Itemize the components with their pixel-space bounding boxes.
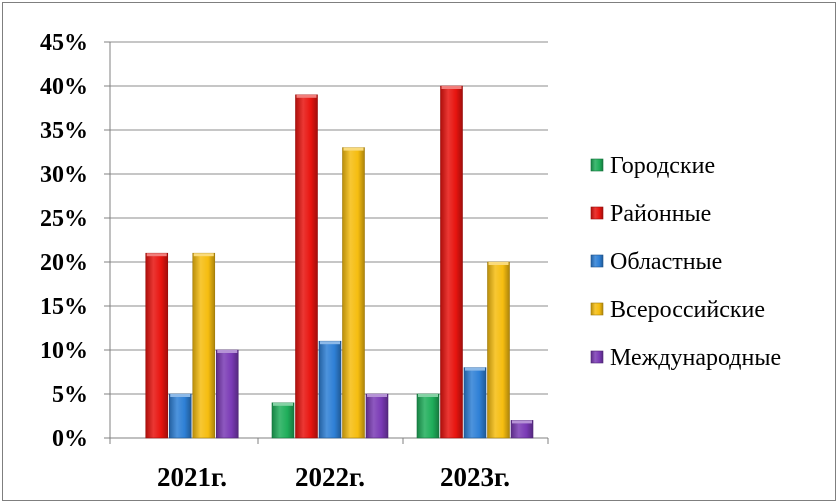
bar-4-2: [342, 147, 365, 439]
y-tick-label: 20%: [40, 250, 88, 276]
bar-bevel: [193, 253, 214, 257]
bar-5-1: [215, 349, 239, 439]
bar-2-1: [145, 252, 169, 439]
bar-1-3: [416, 393, 440, 439]
legend-swatch-2: [590, 206, 604, 220]
bar-3-3: [463, 367, 487, 439]
legend-label-3: Областные: [610, 249, 722, 275]
y-tick-label: 40%: [40, 74, 88, 100]
bar-bevel: [296, 94, 317, 98]
bar-bevel: [512, 420, 532, 424]
bar-1-2: [271, 402, 295, 439]
bar-bevel: [343, 147, 364, 151]
legend-label-1: Городские: [610, 153, 715, 179]
bar-2-2: [295, 94, 318, 439]
bar-5-2: [365, 393, 389, 439]
bar-bevel: [367, 394, 387, 397]
x-category-label: 2021г.: [157, 462, 227, 492]
legend-label-4: Всероссийские: [610, 297, 765, 323]
bar-2-3: [440, 85, 463, 439]
bar-bevel: [488, 262, 509, 265]
bar-bevel: [441, 86, 462, 89]
y-tick-label: 25%: [40, 206, 88, 232]
legend-swatch-4: [590, 302, 604, 316]
bar-bevel: [273, 402, 293, 406]
legend-swatch-1: [590, 158, 604, 172]
x-category-label: 2023г.: [440, 462, 510, 492]
legend-swatch-3: [590, 254, 604, 268]
bar-4-1: [192, 252, 216, 439]
bar-bevel: [170, 394, 191, 397]
bar-3-1: [168, 393, 192, 439]
bar-4-3: [487, 261, 510, 439]
x-category-label: 2022г.: [295, 462, 365, 492]
bar-bevel: [320, 341, 340, 345]
bar-bevel: [465, 367, 485, 371]
legend-label-5: Международные: [610, 345, 781, 371]
bar-bevel: [146, 253, 167, 257]
y-tick-label: 30%: [40, 162, 88, 188]
bar-3-2: [318, 340, 342, 439]
y-tick-label: 45%: [40, 30, 88, 56]
legend-swatch-5: [590, 350, 604, 364]
y-tick-label: 35%: [40, 118, 88, 144]
legend-label-2: Районные: [610, 201, 711, 227]
y-tick-label: 0%: [52, 426, 88, 452]
bar-bevel: [217, 350, 238, 353]
y-tick-label: 10%: [40, 338, 88, 364]
y-tick-label: 15%: [40, 294, 88, 320]
y-tick-label: 5%: [52, 382, 88, 408]
bar-bevel: [418, 394, 438, 397]
